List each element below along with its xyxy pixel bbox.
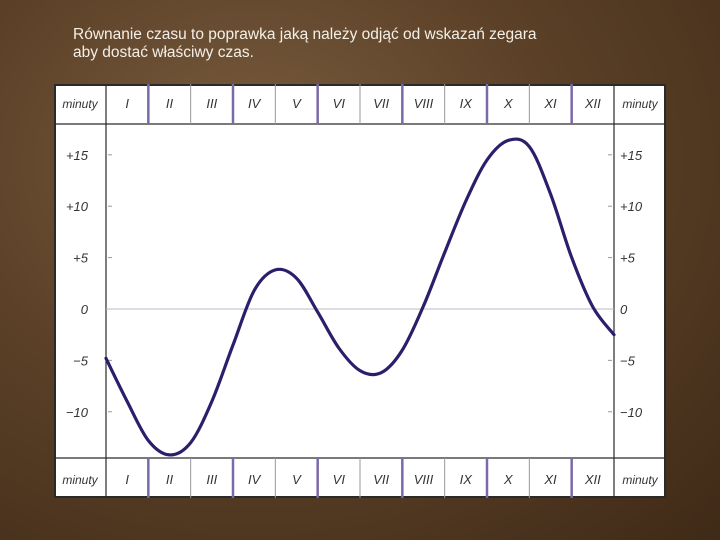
y-tick-label-left: +15 bbox=[66, 148, 89, 163]
corner-label-bottom-right: minuty bbox=[622, 473, 658, 487]
y-tick-label-right: 0 bbox=[620, 302, 628, 317]
corner-label-top-left: minuty bbox=[62, 97, 98, 111]
corner-label-bottom-left: minuty bbox=[62, 473, 98, 487]
y-tick-label-right: +15 bbox=[620, 148, 643, 163]
month-label-top: III bbox=[206, 96, 217, 111]
chart-panel: I I II II III III IV IV V V VI VI VII VII VIII VIII IX IX… bbox=[54, 84, 666, 498]
y-tick-label-right: +10 bbox=[620, 199, 643, 214]
month-label-bottom: XI bbox=[543, 472, 557, 487]
month-label-top: V bbox=[292, 96, 302, 111]
month-label-top: XI bbox=[543, 96, 557, 111]
month-label-top: I bbox=[125, 96, 129, 111]
month-label-top: XII bbox=[584, 96, 601, 111]
y-tick-label-right: +5 bbox=[620, 251, 636, 266]
month-label-bottom: IX bbox=[460, 472, 474, 487]
month-label-top: IV bbox=[248, 96, 262, 111]
month-label-bottom: VII bbox=[373, 472, 389, 487]
equation-of-time-chart: IIIIIIIIIIIIIVIVVVVIVIVIIVIIVIIIVIIIIXIX… bbox=[54, 84, 666, 498]
y-tick-label-left: +10 bbox=[66, 199, 89, 214]
month-label-bottom: XII bbox=[584, 472, 601, 487]
month-label-bottom: I bbox=[125, 472, 129, 487]
y-tick-label-right: −5 bbox=[620, 353, 636, 368]
month-label-bottom: IV bbox=[248, 472, 262, 487]
month-label-top: VII bbox=[373, 96, 389, 111]
y-tick-label-left: −5 bbox=[73, 353, 89, 368]
month-label-bottom: III bbox=[206, 472, 217, 487]
month-label-bottom: II bbox=[166, 472, 174, 487]
y-tick-label-left: +5 bbox=[73, 251, 89, 266]
caption-line-2: aby dostać właściwy czas. bbox=[73, 44, 254, 61]
month-label-bottom: X bbox=[503, 472, 514, 487]
caption: Równanie czasu to poprawka jaką należy o… bbox=[73, 26, 673, 62]
y-tick-label-left: −10 bbox=[66, 405, 89, 420]
month-label-top: II bbox=[166, 96, 174, 111]
month-label-bottom: VIII bbox=[414, 472, 434, 487]
equation-of-time-curve bbox=[104, 137, 616, 457]
month-label-bottom: V bbox=[292, 472, 302, 487]
y-tick-label-right: −10 bbox=[620, 405, 643, 420]
month-label-top: VI bbox=[333, 96, 346, 111]
month-label-top: X bbox=[503, 96, 514, 111]
month-label-top: IX bbox=[460, 96, 474, 111]
month-label-top: VIII bbox=[414, 96, 434, 111]
caption-line-1: Równanie czasu to poprawka jaką należy o… bbox=[73, 26, 537, 43]
y-tick-label-left: 0 bbox=[81, 302, 89, 317]
corner-label-top-right: minuty bbox=[622, 97, 658, 111]
month-label-bottom: VI bbox=[333, 472, 346, 487]
